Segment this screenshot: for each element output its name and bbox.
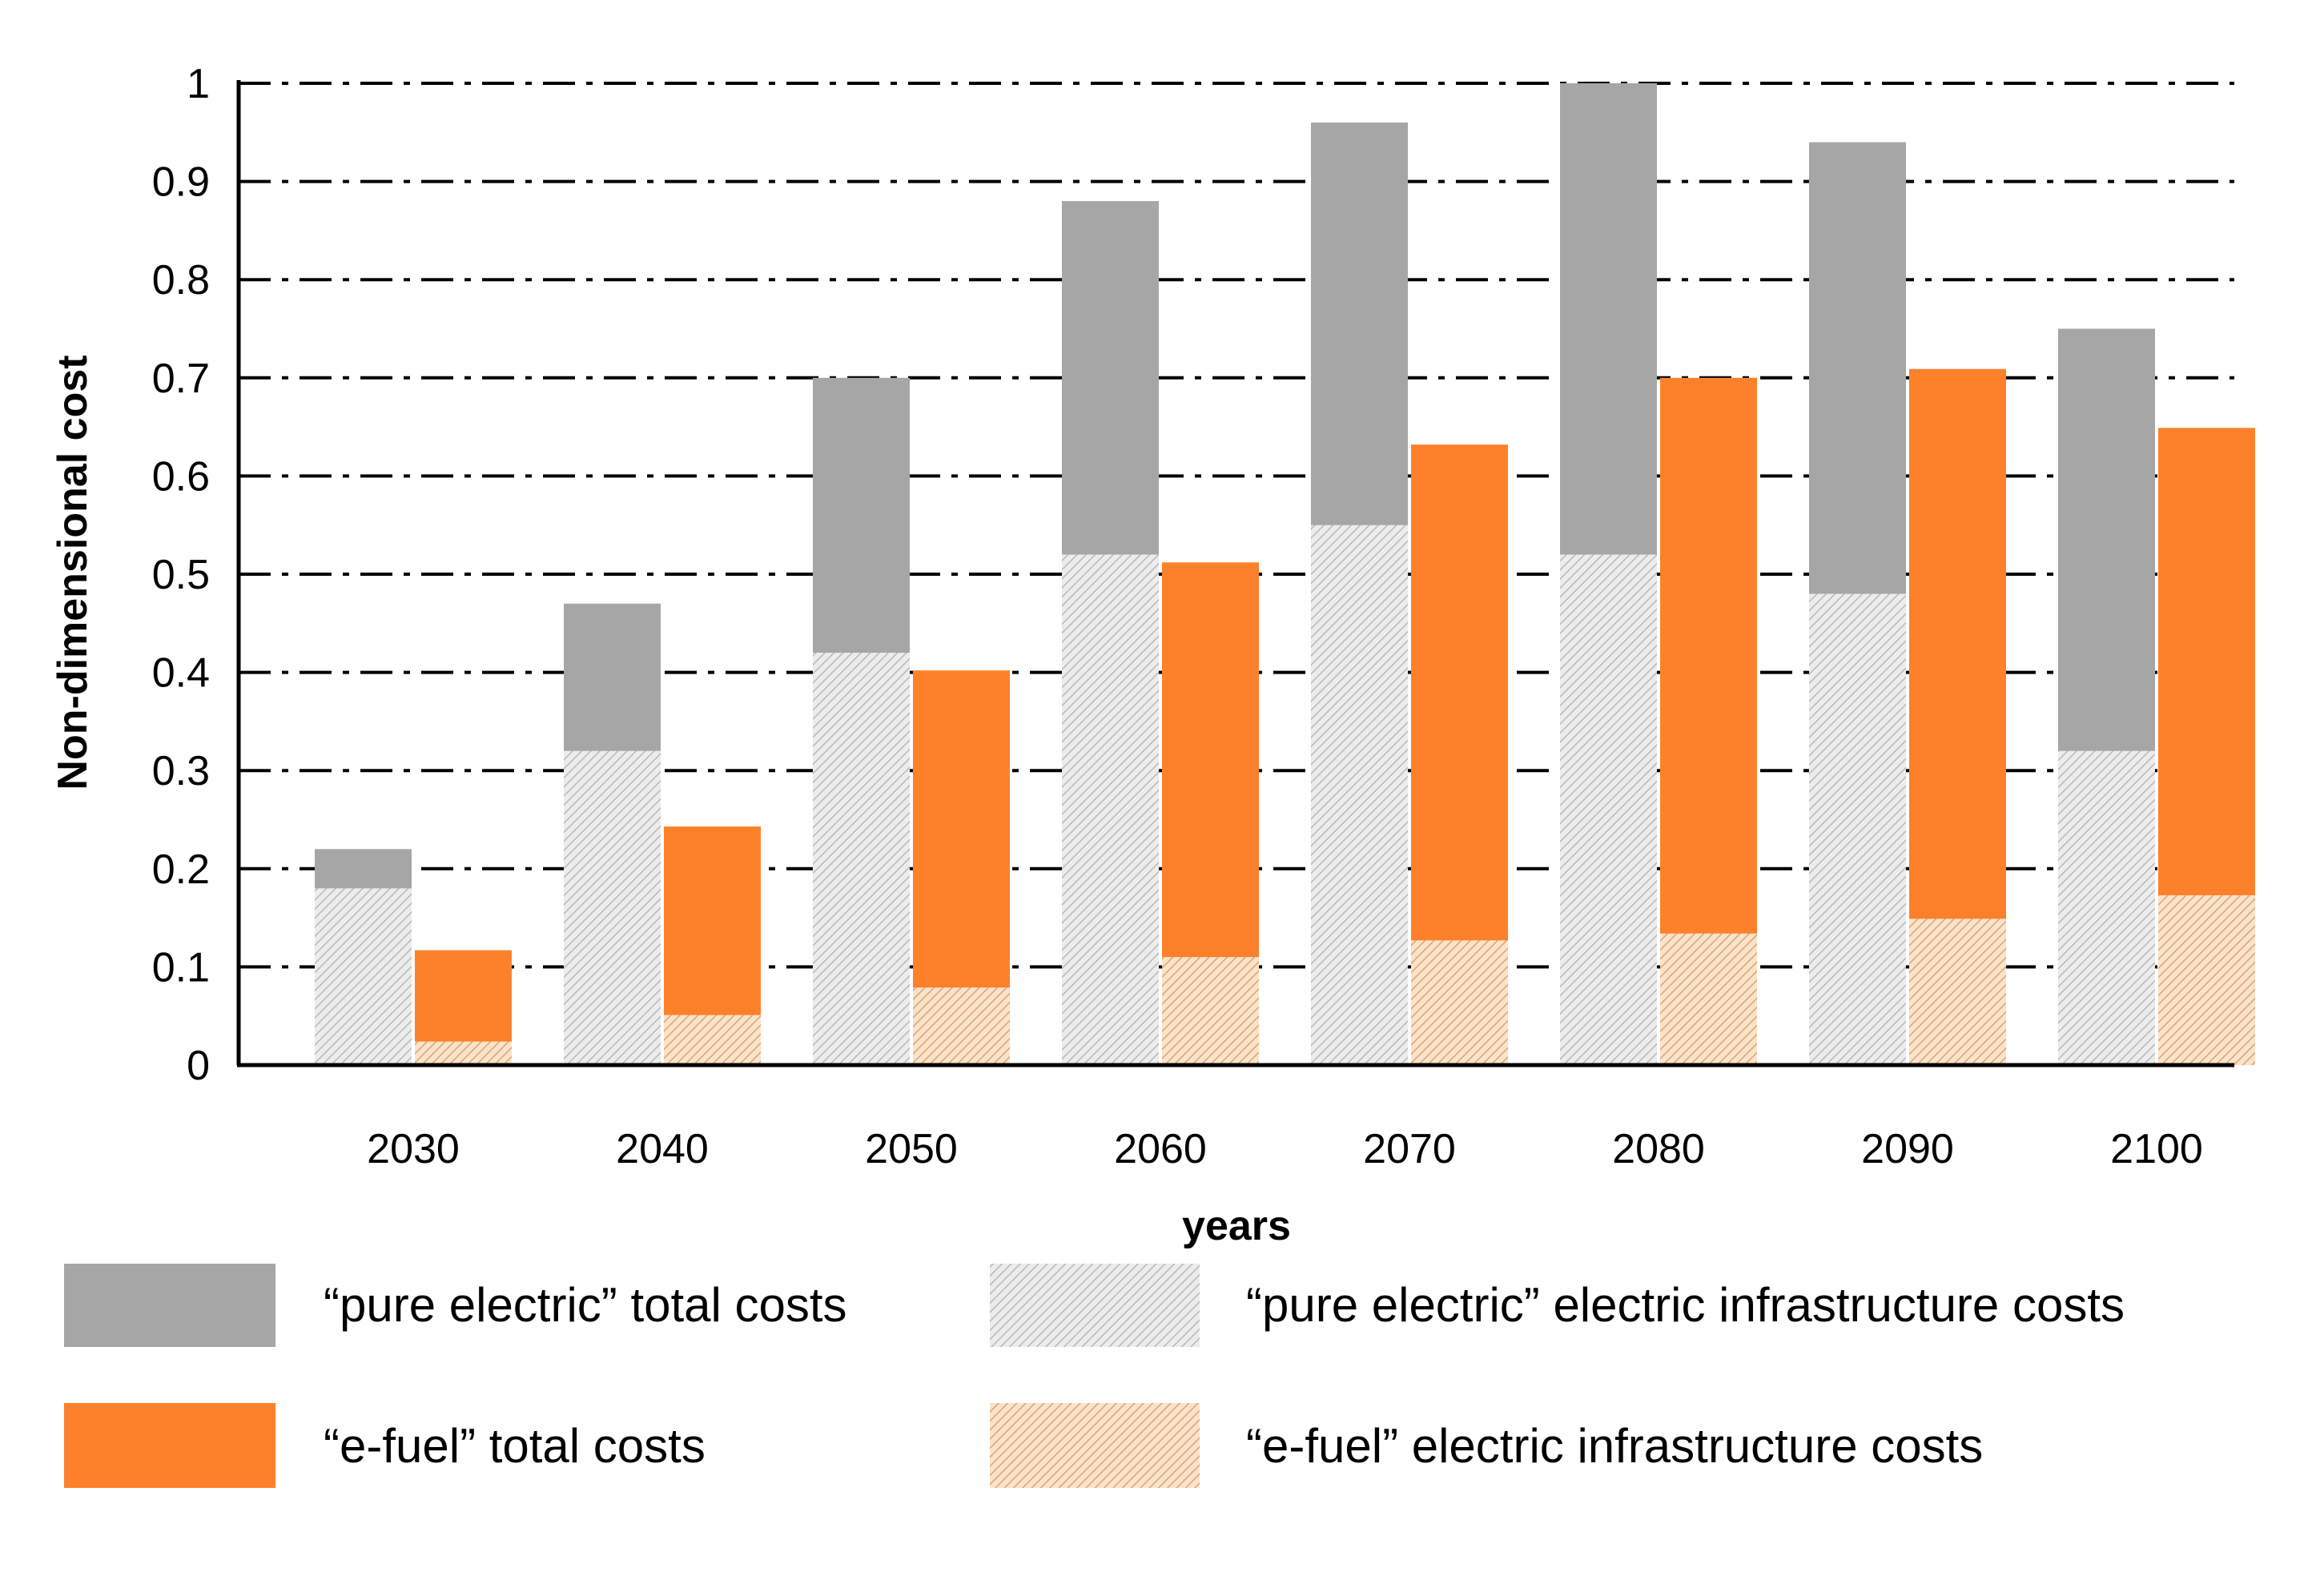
bar-pure-electric-infrastructure xyxy=(1560,554,1657,1065)
bar-pure-electric-infrastructure xyxy=(1809,593,1906,1065)
bar-pure-electric-infrastructure xyxy=(813,653,910,1065)
bar-pure-electric-infrastructure xyxy=(564,750,661,1065)
bar-efuel-infrastructure xyxy=(664,1015,761,1065)
x-axis-title: years xyxy=(1182,1203,1291,1249)
x-tick-label: 2080 xyxy=(1612,1126,1705,1172)
bar-efuel-infrastructure xyxy=(415,1041,512,1065)
bar-efuel-infrastructure xyxy=(1162,957,1259,1065)
legend-label-pure-electric-total: “pure electric” total costs xyxy=(324,1278,847,1332)
x-tick-label: 2100 xyxy=(2110,1126,2203,1172)
x-tick-label: 2040 xyxy=(616,1126,709,1172)
legend-item-efuel-total: “e-fuel” total costs xyxy=(64,1403,706,1488)
bar-pure-electric-infrastructure xyxy=(2058,750,2155,1065)
legend-label-efuel-total: “e-fuel” total costs xyxy=(324,1419,706,1473)
y-tick-label: 0.4 xyxy=(152,650,210,697)
legend-swatch-pure-electric-total xyxy=(64,1264,275,1347)
y-tick-labels: 0 0.1 0.2 0.3 0.4 0.5 0.6 0.7 0.8 0.9 1 xyxy=(152,61,210,1089)
y-tick-label: 0.3 xyxy=(152,748,210,794)
y-tick-label: 0.9 xyxy=(152,159,210,206)
x-tick-label: 2090 xyxy=(1861,1126,1954,1172)
bar-pure-electric-infrastructure xyxy=(1311,525,1408,1065)
y-axis-title: Non-dimensional cost xyxy=(50,355,96,790)
y-tick-label: 0.8 xyxy=(152,257,210,304)
bars xyxy=(315,83,2255,1065)
legend-swatch-efuel-total xyxy=(64,1403,275,1488)
bar-pure-electric-infrastructure xyxy=(315,888,412,1065)
x-tick-label: 2050 xyxy=(865,1126,958,1172)
legend-label-pure-electric-infrastructure: “pure electric” electric infrastructure … xyxy=(1246,1278,2125,1332)
y-tick-label: 0.7 xyxy=(152,356,210,402)
legend-swatch-efuel-infrastructure xyxy=(990,1403,1200,1488)
bar-efuel-infrastructure xyxy=(1909,919,2006,1065)
y-tick-label: 0.2 xyxy=(152,846,210,893)
bar-efuel-infrastructure xyxy=(1411,940,1508,1065)
y-tick-label: 0.5 xyxy=(152,552,210,598)
legend-label-efuel-infrastructure: “e-fuel” electric infrastructure costs xyxy=(1246,1419,1983,1473)
y-tick-label: 0 xyxy=(187,1043,210,1089)
legend-item-efuel-infrastructure: “e-fuel” electric infrastructure costs xyxy=(990,1403,1983,1488)
y-tick-label: 1 xyxy=(187,61,210,107)
legend-swatch-pure-electric-infrastructure xyxy=(990,1264,1200,1347)
bar-efuel-infrastructure xyxy=(913,987,1010,1065)
bar-efuel-infrastructure xyxy=(1660,933,1757,1065)
x-tick-label: 2060 xyxy=(1114,1126,1207,1172)
bar-efuel-infrastructure xyxy=(2158,895,2255,1065)
x-tick-label: 2030 xyxy=(367,1126,460,1172)
y-tick-label: 0.6 xyxy=(152,453,210,500)
legend: “pure electric” total costs “pure electr… xyxy=(64,1264,2125,1488)
bar-pure-electric-infrastructure xyxy=(1062,554,1159,1065)
x-tick-label: 2070 xyxy=(1363,1126,1456,1172)
x-tick-labels: 2030 2040 2050 2060 2070 2080 2090 2100 xyxy=(367,1126,2203,1172)
y-tick-label: 0.1 xyxy=(152,944,210,991)
legend-item-pure-electric-total: “pure electric” total costs xyxy=(64,1264,847,1347)
legend-item-pure-electric-infrastructure: “pure electric” electric infrastructure … xyxy=(990,1264,2125,1347)
